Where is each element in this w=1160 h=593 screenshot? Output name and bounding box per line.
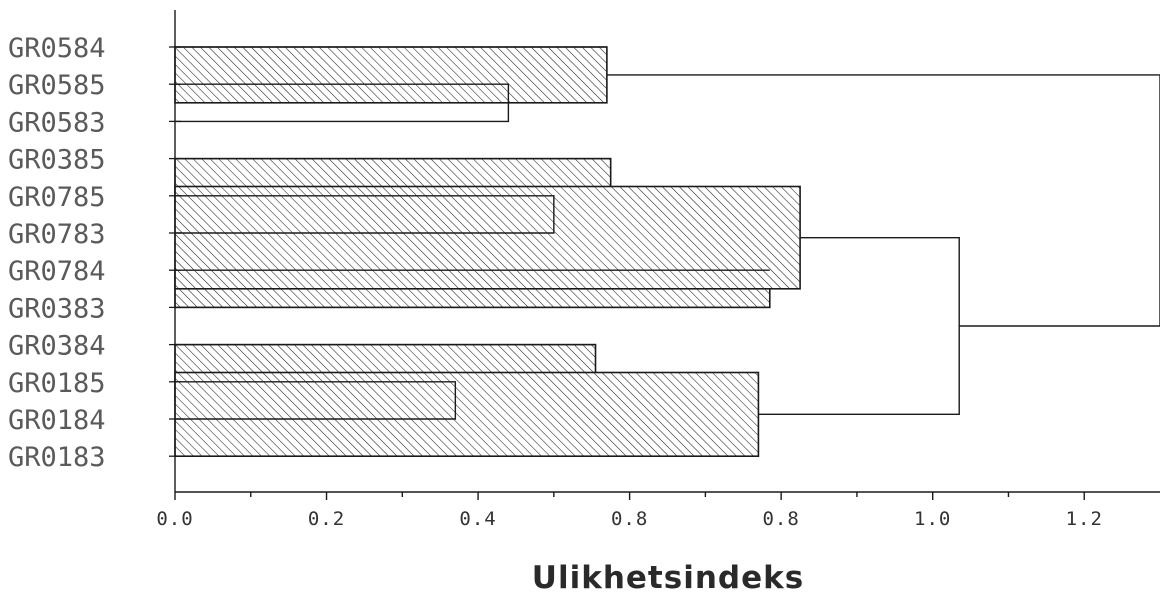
x-tick-label-1: 0.2: [308, 508, 345, 530]
x-tick-label-4: 0.8: [762, 508, 799, 530]
leaf-label-gr0185: GR0185: [8, 368, 106, 399]
leaf-label-gr0784: GR0784: [8, 256, 106, 287]
cluster-box-c9: [174, 371, 760, 457]
cluster-boxes: [174, 46, 801, 457]
leaf-label-gr0785: GR0785: [8, 182, 106, 213]
leaf-label-gr0584: GR0584: [8, 33, 106, 64]
cluster-box-c6: [174, 185, 801, 290]
leaf-label-gr0783: GR0783: [8, 219, 106, 250]
cluster-links: [175, 46, 1160, 457]
leaf-label-gr0385: GR0385: [8, 145, 106, 176]
cluster-link-c11: [606, 74, 1160, 327]
cluster-link-c7: [175, 381, 457, 420]
leaf-label-gr0583: GR0583: [8, 107, 106, 138]
leaf-label-gr0585: GR0585: [8, 70, 106, 101]
cluster-box-c2: [174, 46, 608, 104]
x-axis: 0.0 0.2 0.4 0.8 0.8 1.0 1.2: [156, 10, 1160, 530]
x-tick-label-2: 0.4: [459, 508, 496, 530]
x-axis-title: Ulikhetsindeks: [532, 560, 804, 593]
leaf-label-gr0184: GR0184: [8, 405, 106, 436]
x-tick-label-0: 0.0: [156, 508, 193, 530]
x-tick-label-3: 0.8: [611, 508, 648, 530]
leaf-label-gr0384: GR0384: [8, 331, 106, 362]
leaf-label-gr0183: GR0183: [8, 442, 106, 473]
leaf-label-gr0383: GR0383: [8, 293, 106, 324]
x-tick-label-6: 1.2: [1066, 508, 1103, 530]
cluster-link-c1: [175, 83, 510, 123]
leaf-labels: GR0584 GR0585 GR0583 GR0385 GR0785 GR0783 GR07…: [8, 33, 181, 473]
x-tick-label-5: 1.0: [914, 508, 951, 530]
cluster-link-c3: [175, 195, 555, 234]
